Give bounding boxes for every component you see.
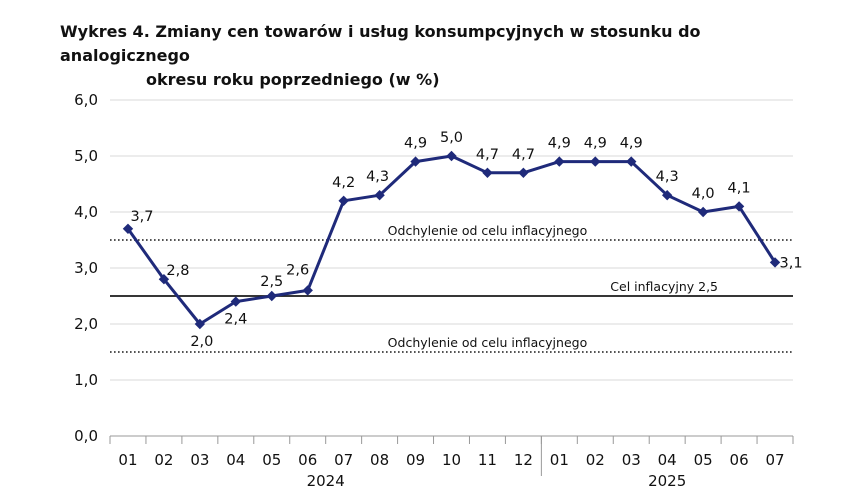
x-tick-label: 04 (226, 451, 245, 469)
x-tick-label: 03 (190, 451, 209, 469)
data-label: 3,7 (130, 209, 153, 225)
data-point-marker (590, 156, 601, 167)
data-label: 4,9 (548, 136, 571, 152)
data-label: 5,0 (440, 130, 463, 146)
data-label: 4,3 (656, 169, 679, 185)
reference-line-label: Odchylenie od celu inflacyjnego (388, 223, 588, 238)
y-tick-label: 4,0 (74, 203, 98, 221)
x-tick-label: 06 (298, 451, 317, 469)
reference-line-label: Odchylenie od celu inflacyjnego (388, 335, 588, 350)
x-tick-label: 02 (586, 451, 605, 469)
data-label: 2,6 (286, 262, 309, 278)
year-label: 2024 (307, 472, 345, 490)
x-tick-label: 05 (694, 451, 713, 469)
data-label: 2,0 (190, 334, 213, 350)
x-tick-label: 08 (370, 451, 389, 469)
data-point-marker (374, 190, 385, 201)
data-label: 4,9 (584, 136, 607, 152)
data-point-marker (554, 156, 565, 167)
x-tick-label: 01 (118, 451, 137, 469)
data-label: 4,7 (512, 147, 535, 163)
y-tick-label: 2,0 (74, 315, 98, 333)
data-point-marker (482, 167, 493, 178)
x-tick-label: 12 (514, 451, 533, 469)
data-point-marker (661, 190, 673, 201)
x-tick-label: 02 (154, 451, 173, 469)
data-point-marker (158, 274, 170, 285)
x-tick-label: 11 (478, 451, 497, 469)
x-tick-label: 06 (730, 451, 749, 469)
x-tick-label: 10 (442, 451, 461, 469)
year-label: 2025 (648, 472, 686, 490)
x-tick-label: 07 (334, 451, 353, 469)
x-tick-label: 04 (658, 451, 677, 469)
data-label: 4,7 (476, 147, 499, 163)
y-tick-label: 5,0 (74, 147, 98, 165)
data-point-marker (769, 257, 781, 268)
data-point-marker (230, 296, 242, 307)
data-point-marker (338, 195, 349, 206)
data-point-marker (266, 290, 277, 302)
y-tick-label: 1,0 (74, 371, 98, 389)
data-label: 4,1 (728, 180, 751, 196)
data-point-marker (122, 223, 134, 234)
data-point-marker (194, 318, 206, 330)
chart-title: Wykres 4. Zmiany cen towarów i usług kon… (60, 20, 820, 92)
y-tick-label: 3,0 (74, 259, 98, 277)
data-label: 4,9 (620, 136, 643, 152)
y-tick-label: 0,0 (74, 427, 98, 445)
data-point-marker (626, 156, 637, 167)
x-tick-label: 01 (550, 451, 569, 469)
data-label: 4,0 (692, 186, 715, 202)
data-point-marker (733, 201, 745, 212)
chart-title-line2: okresu roku poprzedniego (w %) (146, 70, 440, 89)
data-label: 2,4 (224, 312, 247, 328)
data-point-marker (410, 156, 421, 167)
data-point-marker (518, 167, 529, 178)
data-label: 2,5 (260, 274, 283, 290)
x-tick-label: 09 (406, 451, 425, 469)
data-point-marker (697, 206, 709, 218)
data-point-marker (302, 285, 313, 296)
data-point-marker (446, 150, 457, 162)
x-tick-label: 07 (765, 451, 784, 469)
y-tick-label: 6,0 (74, 91, 98, 109)
x-tick-label: 03 (622, 451, 641, 469)
data-label: 3,1 (779, 255, 802, 271)
data-label: 2,8 (166, 263, 189, 279)
data-label: 4,2 (332, 175, 355, 191)
chart-title-line1: Wykres 4. Zmiany cen towarów i usług kon… (60, 22, 701, 65)
data-label: 4,3 (366, 169, 389, 185)
reference-line-label: Cel inflacyjny 2,5 (610, 279, 718, 294)
x-tick-label: 05 (262, 451, 281, 469)
data-label: 4,9 (404, 136, 427, 152)
